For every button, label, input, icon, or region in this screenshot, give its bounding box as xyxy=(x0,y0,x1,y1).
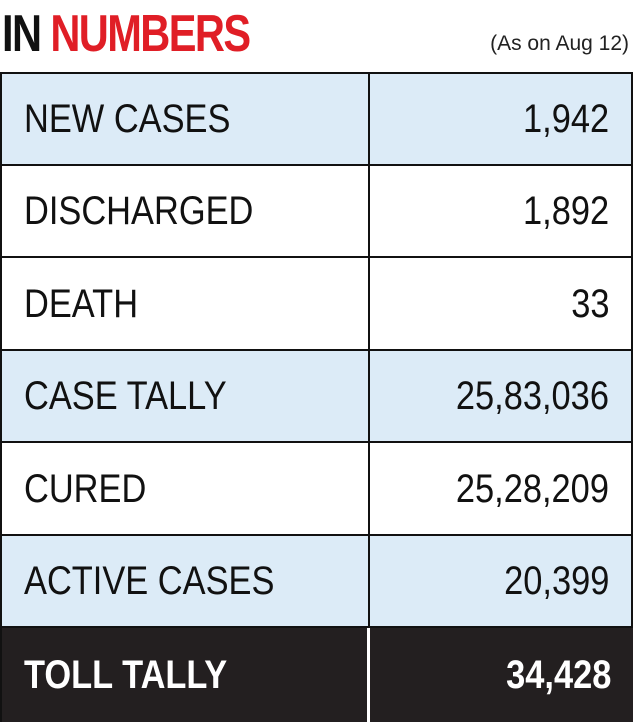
row-label: CURED xyxy=(24,466,147,511)
value-cell: 1,892 xyxy=(370,166,633,256)
row-value: 1,942 xyxy=(522,97,609,141)
value-cell: 20,399 xyxy=(370,536,633,626)
row-label: DISCHARGED xyxy=(24,189,254,233)
row-label: DEATH xyxy=(24,281,139,326)
row-value: 1,892 xyxy=(522,189,609,233)
value-cell: 34,428 xyxy=(370,628,633,722)
row-value: 34,428 xyxy=(505,653,611,697)
title-numbers: NUMBERS xyxy=(50,5,251,63)
numbers-table: NEW CASES 1,942 DISCHARGED 1,892 DEATH 3… xyxy=(0,72,633,722)
page-title: IN NUMBERS xyxy=(2,2,251,66)
row-value: 25,28,209 xyxy=(455,466,609,511)
value-cell: 25,83,036 xyxy=(370,351,633,441)
as-of-date: (As on Aug 12) xyxy=(490,32,629,55)
row-value: 33 xyxy=(570,281,609,326)
label-cell: DISCHARGED xyxy=(2,166,370,256)
label-cell: TOLL TALLY xyxy=(2,628,370,722)
label-cell: CASE TALLY xyxy=(2,351,370,441)
label-cell: CURED xyxy=(2,443,370,534)
row-label: NEW CASES xyxy=(24,97,231,141)
value-cell: 25,28,209 xyxy=(370,443,633,534)
label-cell: DEATH xyxy=(2,258,370,349)
table-row-death: DEATH 33 xyxy=(2,258,633,351)
value-cell: 1,942 xyxy=(370,74,633,164)
row-value: 25,83,036 xyxy=(455,374,609,418)
row-label: TOLL TALLY xyxy=(24,653,228,697)
row-value: 20,399 xyxy=(503,559,609,603)
label-cell: ACTIVE CASES xyxy=(2,536,370,626)
value-cell: 33 xyxy=(370,258,633,349)
table-row-case-tally: CASE TALLY 25,83,036 xyxy=(2,351,633,443)
title-in: IN xyxy=(2,5,42,63)
row-label: ACTIVE CASES xyxy=(24,559,275,603)
table-row-new-cases: NEW CASES 1,942 xyxy=(2,74,633,166)
header: IN NUMBERS (As on Aug 12) xyxy=(0,0,635,72)
row-label: CASE TALLY xyxy=(24,374,227,418)
table-row-cured: CURED 25,28,209 xyxy=(2,443,633,536)
table-row-toll-tally: TOLL TALLY 34,428 xyxy=(2,628,633,722)
table-row-active-cases: ACTIVE CASES 20,399 xyxy=(2,536,633,628)
table-row-discharged: DISCHARGED 1,892 xyxy=(2,166,633,258)
label-cell: NEW CASES xyxy=(2,74,370,164)
